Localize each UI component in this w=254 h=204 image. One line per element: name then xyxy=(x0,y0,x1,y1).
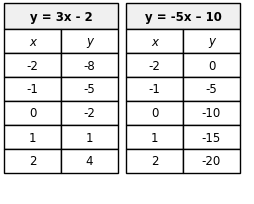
Bar xyxy=(61,102,118,125)
Text: y = 3x - 2: y = 3x - 2 xyxy=(30,10,92,23)
Bar xyxy=(4,54,61,78)
Text: x: x xyxy=(151,35,158,48)
Bar xyxy=(183,149,240,173)
Text: y: y xyxy=(208,35,215,48)
Text: x: x xyxy=(29,35,36,48)
Bar xyxy=(183,54,240,78)
Text: -8: -8 xyxy=(84,59,95,72)
Text: -5: -5 xyxy=(84,83,95,96)
Text: 1: 1 xyxy=(29,131,36,144)
Bar xyxy=(126,125,183,149)
Text: -10: -10 xyxy=(202,107,221,120)
Text: -5: -5 xyxy=(206,83,217,96)
Text: -2: -2 xyxy=(149,59,161,72)
Text: -15: -15 xyxy=(202,131,221,144)
Bar xyxy=(4,4,118,30)
Text: -2: -2 xyxy=(84,107,96,120)
Text: 2: 2 xyxy=(29,155,36,168)
Bar xyxy=(61,54,118,78)
Bar xyxy=(4,125,61,149)
Bar xyxy=(126,54,183,78)
Bar xyxy=(126,4,240,30)
Bar xyxy=(126,149,183,173)
Bar xyxy=(61,125,118,149)
Bar xyxy=(183,30,240,54)
Text: 1: 1 xyxy=(86,131,93,144)
Text: 0: 0 xyxy=(151,107,158,120)
Bar xyxy=(183,78,240,102)
Bar xyxy=(126,78,183,102)
Bar xyxy=(183,102,240,125)
Text: 1: 1 xyxy=(151,131,158,144)
Bar xyxy=(61,78,118,102)
Text: 0: 0 xyxy=(29,107,36,120)
Text: -20: -20 xyxy=(202,155,221,168)
Bar xyxy=(4,78,61,102)
Bar xyxy=(61,149,118,173)
Bar xyxy=(126,102,183,125)
Bar xyxy=(61,30,118,54)
Bar xyxy=(4,149,61,173)
Text: 0: 0 xyxy=(208,59,215,72)
Text: y: y xyxy=(86,35,93,48)
Text: 2: 2 xyxy=(151,155,158,168)
Text: 4: 4 xyxy=(86,155,93,168)
Bar xyxy=(183,125,240,149)
Text: -1: -1 xyxy=(149,83,161,96)
Text: -1: -1 xyxy=(27,83,38,96)
Text: -2: -2 xyxy=(27,59,38,72)
Text: y = -5x – 10: y = -5x – 10 xyxy=(145,10,221,23)
Bar xyxy=(4,30,61,54)
Bar xyxy=(4,102,61,125)
Bar xyxy=(126,30,183,54)
